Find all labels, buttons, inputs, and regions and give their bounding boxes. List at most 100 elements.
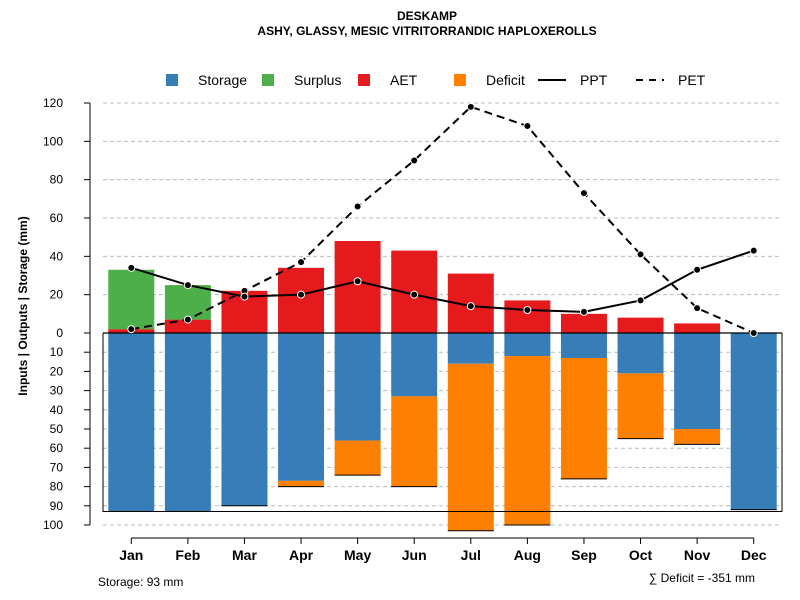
x-tick-label-jul: Jul [461,547,481,563]
x-tick-label-feb: Feb [175,547,200,563]
ppt-point-may [353,277,362,286]
legend-deficit-label: Deficit [486,72,525,88]
aet-bar-sep [560,313,607,333]
x-tick-label-may: May [344,547,371,563]
deficit-bar-may [334,440,381,476]
legend-deficit-swatch [454,74,466,86]
pet-point-jan [127,325,136,334]
storage-capacity-frame [102,333,783,513]
ppt-point-feb [183,281,192,290]
x-tick-label-oct: Oct [629,547,653,563]
deficit-bar-oct [617,373,664,439]
chart-title: DESKAMP [397,9,457,23]
ppt-point-dec [749,246,758,255]
pet-point-jun [410,156,419,165]
storage-bar-feb [164,333,211,512]
ppt-line [131,249,755,313]
x-tick-label-sep: Sep [571,547,597,563]
deficit-note: ∑ Deficit = -351 mm [649,571,755,585]
ppt-point-apr [297,290,306,299]
y-tick-label: 40 [50,249,64,263]
surplus-bar-jan [108,269,155,330]
y-tick-label: 40 [50,403,64,417]
legend: Storage Surplus AET Deficit PPT PET [166,72,706,88]
ppt-point-oct [636,296,645,305]
grid-lines [103,102,782,526]
y-tick-label: 60 [50,211,64,225]
legend-surplus-label: Surplus [294,72,341,88]
storage-note: Storage: 93 mm [98,575,183,589]
x-tick-label-jan: Jan [119,547,143,563]
storage-bar-may [334,333,381,441]
legend-ppt-label: PPT [580,72,608,88]
legend-pet-label: PET [678,72,706,88]
surplus-bar-feb [164,285,211,320]
x-tick-label-apr: Apr [289,547,314,563]
plot-frame [102,332,783,513]
chart-subtitle: ASHY, GLASSY, MESIC VITRITORRANDIC HAPLO… [257,24,596,38]
storage-bar-jul [447,333,494,364]
ppt-point-mar [240,292,249,301]
pet-point-may [353,202,362,211]
legend-surplus-swatch [262,74,274,86]
aet-bar-may [334,241,381,333]
storage-bar-mar [221,333,268,506]
bars [108,241,777,532]
storage-bar-jan [108,333,155,512]
axes: 0 20 40 60 80 100 120 10 20 30 40 50 60 70 80 90 100 Jan F… [43,96,767,563]
legend-storage-label: Storage [198,72,247,88]
x-tick-label-jun: Jun [402,547,427,563]
y-tick-label: 10 [50,345,64,359]
legend-storage-swatch [166,74,178,86]
aet-bar-oct [617,317,664,333]
deficit-bar-apr [278,480,325,487]
deficit-bar-sep [560,357,607,479]
y-tick-label: 80 [50,173,64,187]
y-tick-label: 120 [43,96,63,110]
deficit-bar-aug [504,356,551,525]
y-tick-label: 20 [50,364,64,378]
pet-point-aug [523,122,532,130]
pet-point-dec [749,329,758,337]
aet-bar-nov [674,323,721,333]
storage-bar-nov [674,333,721,429]
deficit-bar-nov [674,429,721,445]
x-tick-label-mar: Mar [232,547,257,563]
y-tick-label: 20 [50,288,64,302]
y-tick-label: 90 [50,499,64,513]
storage-bar-jun [391,333,438,397]
pet-point-oct [636,250,645,259]
ppt-point-jul [466,302,475,311]
y-tick-label: 60 [50,441,64,455]
deficit-bar-jul [447,363,494,531]
storage-bar-oct [617,333,664,374]
ppt-point-jun [410,290,419,299]
y-axis-label: Inputs | Outputs | Storage (mm) [16,216,30,395]
pet-point-jul [466,102,475,111]
legend-aet-label: AET [390,72,418,88]
x-tick-label-dec: Dec [741,547,767,563]
storage-bar-dec [730,333,777,510]
y-tick-label: 100 [43,134,63,148]
storage-bar-aug [504,333,551,357]
aet-bar-aug [504,300,551,333]
x-tick-label-nov: Nov [684,547,711,563]
y-tick-label: 50 [50,422,64,436]
pet-point-feb [183,315,192,324]
storage-bar-apr [278,333,325,481]
y-tick-label: 70 [50,460,64,474]
pet-point-nov [693,304,702,313]
aet-bar-apr [278,267,325,333]
pet-point-apr [297,258,306,267]
ppt-point-jan [127,263,136,272]
y-tick-label: 0 [56,326,63,340]
y-tick-label: 80 [50,480,64,494]
y-tick-label: 30 [50,384,64,398]
y-tick-label: 100 [43,518,63,532]
ppt-point-sep [579,307,588,316]
ppt-point-aug [523,306,532,314]
x-tick-label-aug: Aug [514,547,541,563]
storage-bar-sep [560,333,607,358]
ppt-point-nov [693,265,702,274]
series-lines [127,102,758,337]
